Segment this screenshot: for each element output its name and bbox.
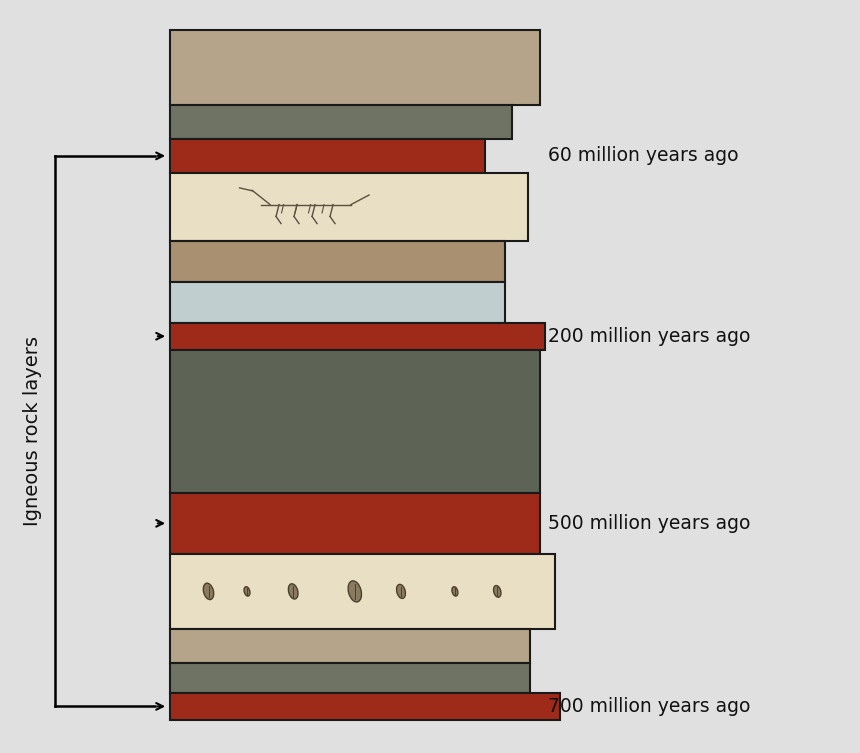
Bar xyxy=(170,663,530,693)
Bar xyxy=(170,241,505,282)
Ellipse shape xyxy=(396,584,405,599)
Text: Igneous rock layers: Igneous rock layers xyxy=(23,336,42,526)
Ellipse shape xyxy=(288,584,298,599)
Bar xyxy=(170,30,540,105)
Ellipse shape xyxy=(203,583,213,599)
Bar xyxy=(170,492,540,554)
Bar xyxy=(170,554,555,629)
Ellipse shape xyxy=(494,586,501,597)
Bar xyxy=(170,282,505,322)
Text: 60 million years ago: 60 million years ago xyxy=(548,146,739,166)
Bar xyxy=(170,693,560,720)
Text: 200 million years ago: 200 million years ago xyxy=(548,327,751,346)
Text: 700 million years ago: 700 million years ago xyxy=(548,697,751,716)
Text: 500 million years ago: 500 million years ago xyxy=(548,514,751,533)
Bar xyxy=(170,173,528,241)
Ellipse shape xyxy=(244,587,250,596)
Bar xyxy=(170,139,485,173)
Bar xyxy=(170,105,512,139)
Bar xyxy=(170,629,530,663)
Ellipse shape xyxy=(348,581,361,602)
Bar xyxy=(170,322,545,350)
Bar xyxy=(170,350,540,492)
Ellipse shape xyxy=(452,587,458,596)
